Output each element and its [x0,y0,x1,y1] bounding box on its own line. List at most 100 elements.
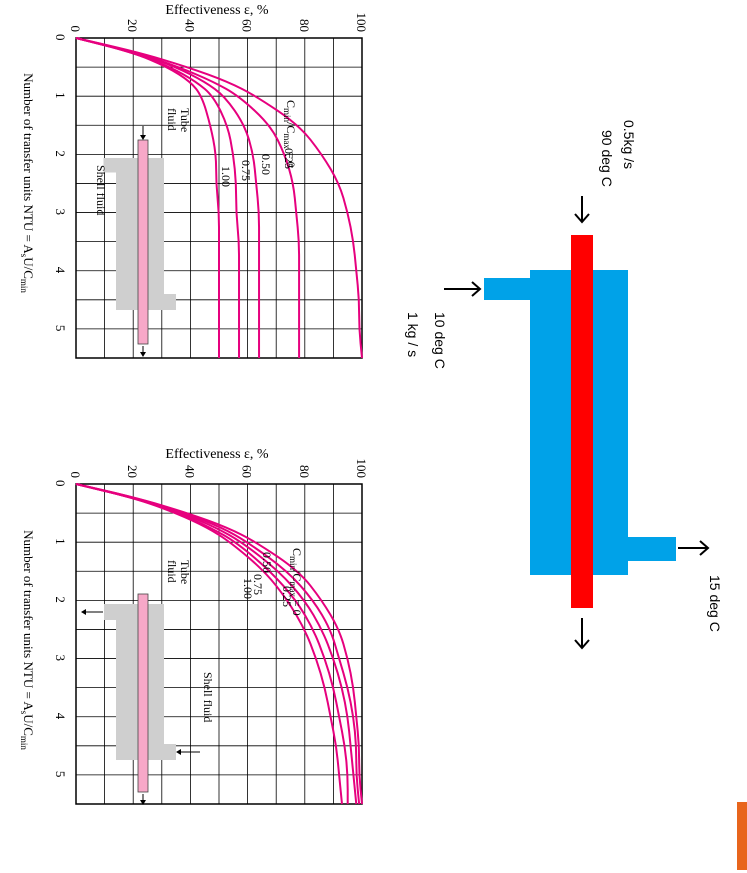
curve-label-0.75: 0.75 [251,574,265,595]
ratio-slash: /C [284,122,298,133]
schematic-shell-outlet-nozzle [628,537,676,561]
series-curve-1.00 [75,37,220,358]
y-tick-label: 100 [354,13,369,33]
tube-inlet-temp-label: 90 deg C [599,130,615,187]
inset-tube [137,139,149,345]
series-curve-0 [75,37,363,359]
inset-exchanger: Tube fluid Shell fluid [81,560,215,805]
inset-arrowhead [140,135,146,140]
inset-shell-outlet-nozzle [104,604,116,620]
edge-tab [737,802,747,870]
x-axis-title-main: Number of transfer units NTU = A [21,530,36,711]
shell-outlet-arrow [678,540,710,556]
shell-inlet-arrow [444,281,482,297]
y-tick-label: 20 [125,465,140,478]
x-tick-label: 1 [53,538,68,545]
series-curve-0.50 [75,37,261,358]
plot-grid [76,484,362,804]
inset-arrowhead [140,800,146,805]
shell-inlet-flow-label: 1 kg / s [405,312,421,357]
tick-labels: 0 20 40 60 80 100 0 1 2 3 4 5 [53,459,369,778]
ratio-min: min [288,556,298,571]
inset-arrowhead [176,749,181,755]
ratio-min: min [282,108,292,123]
curve-label-0.25: 0.25 [280,586,294,607]
ratio-eq: = 0 [290,597,304,616]
y-axis-title: Effectiveness ε, % [165,3,269,18]
inset-shell-label: Shell fluid [201,672,215,722]
inset-shell-inlet-nozzle [103,158,117,173]
y-axis-title: Effectiveness ε, % [165,447,269,462]
x-tick-label: 0 [53,480,68,487]
schematic-shell-inlet-nozzle [484,278,530,300]
curve-label-1.00: 1.00 [241,578,255,599]
tube-inlet-arrow [574,196,590,224]
tube-outlet-arrow [574,618,590,650]
y-tick-label: 60 [240,465,255,478]
inset-arrowhead [140,352,146,357]
inset-tube-label-2: fluid [165,108,179,131]
ratio-max: max [288,581,298,597]
tick-labels: 0 20 40 60 80 100 0 1 2 3 4 5 [53,13,369,332]
y-tick-label: 80 [297,465,312,478]
x-tick-label: 5 [53,771,68,778]
ratio-eq: = 0 [284,149,298,168]
inset-tube-label-1: Tube [178,560,192,584]
curve-label-1.00: 1.00 [219,166,233,187]
x-axis-title: Number of transfer units NTU = AsU/Cmin [19,530,36,750]
curve-label-0.25: 0.25 [282,148,296,169]
inset-shell-inlet-nozzle [164,744,176,760]
ratio-label: Cmin/Cmax = 0 [282,100,298,168]
series-curves [75,483,363,805]
shell-outlet-temp-label: 15 deg C [707,575,723,632]
tube-inlet-flow-label: 0.5kg /s [621,120,637,169]
series-curve-1.00 [75,483,343,805]
inset-shell-outlet-nozzle [164,294,176,310]
x-axis-title-sub-min: min [19,736,29,751]
y-tick-label: 40 [182,19,197,32]
y-tick-label: 40 [182,465,197,478]
x-tick-label: 3 [53,655,68,662]
x-tick-label: 2 [53,596,68,603]
inset-arrowhead [81,609,86,615]
x-tick-label: 3 [53,209,68,216]
shell-inlet-temp-label: 10 deg C [432,312,448,369]
x-axis-title-sub-s: s [19,254,29,258]
x-axis-title-main: Number of transfer units NTU = A [21,73,36,254]
exchanger-schematic: 0.5kg /s 90 deg C 10 deg C 1 kg / s 15 d… [405,120,723,650]
y-tick-label: 60 [240,19,255,32]
schematic-tube [571,235,593,608]
ratio-c: C [290,548,304,556]
y-tick-label: 100 [354,459,369,479]
schematic-arrows [444,196,710,650]
y-tick-label: 20 [125,19,140,32]
x-tick-label: 5 [53,325,68,332]
inset-tube [137,593,149,793]
curve-label-0.50: 0.50 [260,552,274,573]
x-tick-label: 4 [53,713,68,720]
x-tick-label: 4 [53,267,68,274]
ratio-slash: /C [290,570,304,581]
curve-label-0.50: 0.50 [259,154,273,175]
x-axis-title-mid: U/C [21,714,36,736]
inset-tube-label-2: fluid [165,560,179,583]
chart-counter-flow: 0 20 40 60 80 100 0 1 2 3 4 5 Effectiveness ε, % Nu… [19,3,369,359]
x-axis-title-sub-min: min [19,279,29,294]
inset-exchanger: Tube fluid Shell fluid [94,108,192,357]
x-tick-label: 2 [53,150,68,157]
y-tick-label: 0 [68,26,83,33]
y-tick-label: 0 [68,472,83,479]
ratio-c: C [284,100,298,108]
x-axis-title-sub-s: s [19,711,29,715]
curve-label-0.75: 0.75 [239,160,253,181]
inset-shell-label: Shell fluid [94,165,108,215]
series-curves [75,37,363,359]
inset-tube-label-1: Tube [178,108,192,132]
x-tick-label: 0 [53,34,68,41]
x-tick-label: 1 [53,92,68,99]
ratio-label: Cmin/Cmax = 0 [288,548,304,616]
x-axis-title: Number of transfer units NTU = AsU/Cmin [19,73,36,293]
x-axis-title-mid: U/C [21,257,36,279]
